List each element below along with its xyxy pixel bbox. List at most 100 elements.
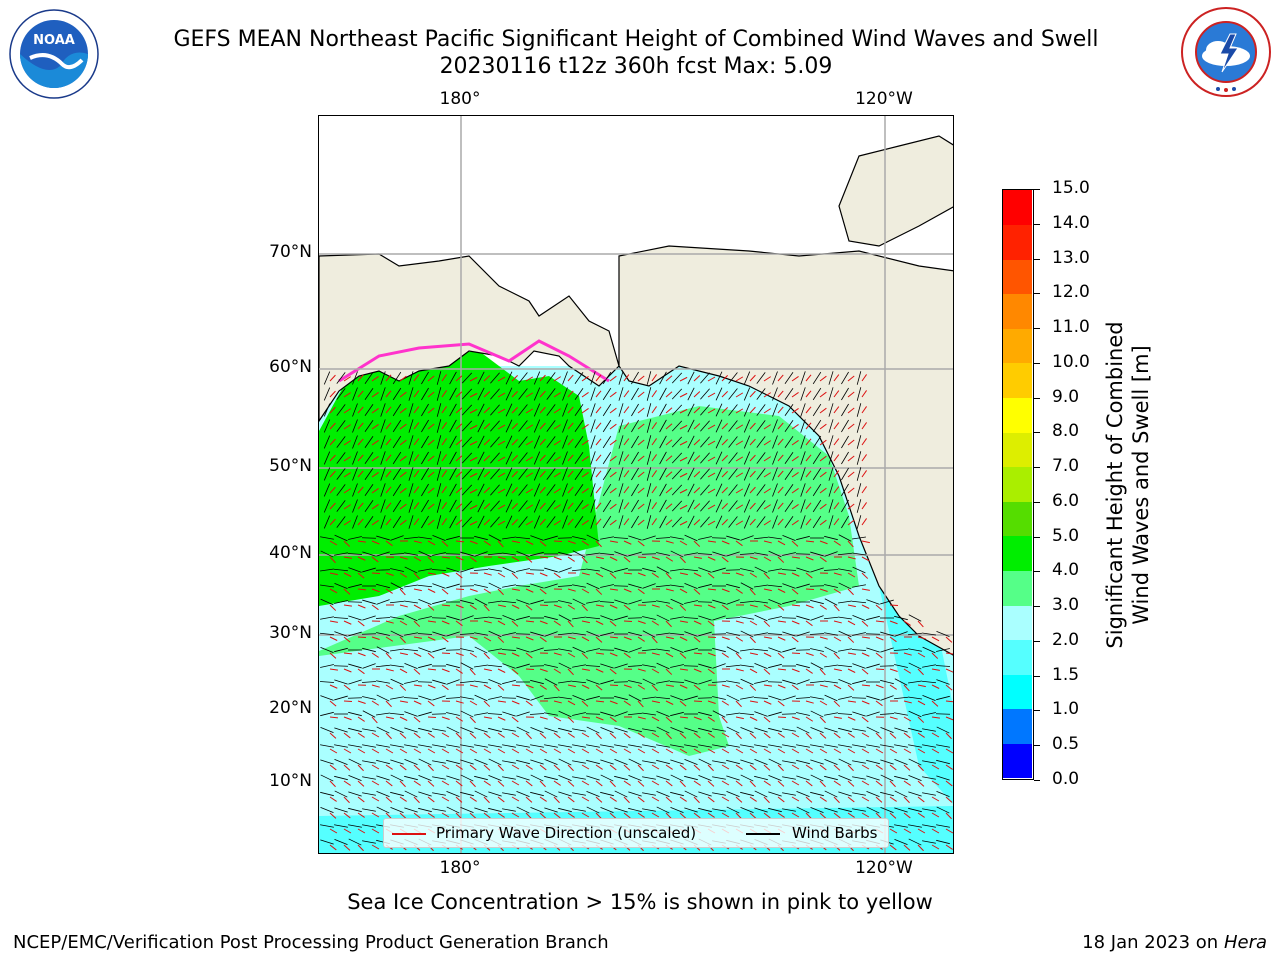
wind-barb <box>851 649 867 651</box>
map-legend: Primary Wave Direction (unscaled) Wind B… <box>383 818 889 848</box>
wind-barb <box>543 696 559 700</box>
wave-direction-arrow <box>511 588 520 591</box>
wind-barb <box>880 807 894 813</box>
wind-barb <box>375 617 391 619</box>
wave-direction-arrow <box>469 424 478 430</box>
wind-barb <box>518 388 528 400</box>
wave-direction-arrow <box>679 520 688 526</box>
wind-barb <box>348 807 362 813</box>
wind-barb <box>502 536 516 540</box>
wave-direction-arrow <box>833 502 840 510</box>
wind-barb <box>334 839 348 845</box>
wave-direction-arrow <box>735 520 744 526</box>
wind-barb <box>376 759 390 765</box>
wave-direction-arrow <box>525 520 534 526</box>
wave-direction-arrow <box>679 588 688 594</box>
wind-barb <box>700 452 710 464</box>
wave-direction-arrow <box>441 716 450 720</box>
wave-direction-arrow <box>455 375 463 382</box>
wind-barb <box>375 664 391 668</box>
wave-direction-arrow <box>945 844 953 850</box>
wave-direction-arrow <box>623 588 632 593</box>
wind-barb <box>908 648 922 652</box>
wind-barb <box>631 451 639 465</box>
wind-barb <box>502 711 516 717</box>
wave-direction-arrow <box>707 488 716 494</box>
wave-direction-arrow <box>637 487 645 494</box>
wave-direction-arrow <box>665 572 672 580</box>
wave-direction-arrow <box>357 732 365 738</box>
colorbar-label: Significant Height of Combined Wind Wave… <box>1102 321 1154 648</box>
wave-direction-arrow <box>343 424 351 430</box>
wave-direction-arrow <box>777 588 786 593</box>
wind-barb <box>768 807 782 813</box>
wind-barb <box>715 451 723 465</box>
wave-direction-arrow <box>357 556 366 561</box>
wave-direction-arrow <box>623 556 631 563</box>
wind-barb <box>922 632 936 636</box>
wind-barb <box>698 615 712 621</box>
wind-barb <box>614 551 628 557</box>
wind-barb <box>631 371 639 385</box>
wave-direction-arrow <box>483 812 491 819</box>
wave-direction-arrow <box>637 700 644 708</box>
colorbar-tick-label: 14.0 <box>1052 212 1090 233</box>
wind-barb <box>740 744 754 748</box>
wind-barb <box>684 759 698 765</box>
wind-barb <box>712 647 726 653</box>
wind-barb <box>459 680 475 684</box>
wave-direction-arrow <box>595 588 603 595</box>
wave-direction-arrow <box>525 540 534 545</box>
wind-barb <box>656 552 670 556</box>
wave-direction-arrow <box>623 796 630 804</box>
wave-direction-arrow <box>777 374 784 382</box>
wind-barb <box>445 697 461 699</box>
wave-direction-arrow <box>749 454 756 462</box>
wind-barb <box>740 727 754 733</box>
wave-direction-arrow <box>679 764 687 771</box>
wave-direction-arrow <box>357 636 367 639</box>
wave-direction-arrow <box>623 684 632 688</box>
wind-barb <box>828 451 834 465</box>
wave-direction-arrow <box>329 620 338 623</box>
wave-direction-arrow <box>343 620 352 625</box>
wind-barb <box>700 420 710 432</box>
wind-barb <box>530 631 544 637</box>
wave-direction-arrow <box>609 716 617 723</box>
wave-direction-arrow <box>497 604 506 608</box>
wind-barb <box>320 759 334 765</box>
wind-barb <box>796 759 810 765</box>
colorbar-tick-label: 15.0 <box>1052 178 1090 198</box>
wind-barb <box>574 484 584 496</box>
wave-direction-arrow <box>833 540 841 546</box>
wind-barb <box>671 404 683 416</box>
wave-direction-arrow <box>819 439 827 446</box>
wind-barb <box>796 712 810 716</box>
wave-direction-arrow <box>945 748 953 754</box>
wave-direction-arrow <box>567 732 575 738</box>
wave-direction-arrow <box>777 780 785 787</box>
wind-barb <box>474 694 488 702</box>
wind-barb <box>390 678 404 686</box>
wind-barb <box>602 515 612 529</box>
wave-direction-arrow <box>553 780 561 786</box>
wave-direction-arrow <box>833 572 842 576</box>
wave-direction-arrow <box>791 796 800 802</box>
wave-direction-arrow <box>483 439 491 446</box>
wave-direction-arrow <box>371 636 380 640</box>
wind-barb <box>772 451 778 465</box>
wind-barb <box>687 515 695 529</box>
wave-direction-arrow <box>427 604 435 611</box>
noaa-logo-text: NOAA <box>33 33 75 48</box>
wave-direction-arrow <box>735 424 744 430</box>
wave-direction-arrow <box>889 620 898 625</box>
wave-direction-arrow <box>903 652 912 656</box>
wind-barb <box>390 759 404 765</box>
wave-direction-arrow <box>581 812 590 818</box>
wave-direction-arrow <box>861 540 870 544</box>
wave-direction-arrow <box>567 454 574 462</box>
wave-direction-arrow <box>413 486 420 494</box>
wave-direction-arrow <box>749 588 756 596</box>
wave-direction-arrow <box>539 438 546 446</box>
wave-direction-arrow <box>399 503 407 510</box>
